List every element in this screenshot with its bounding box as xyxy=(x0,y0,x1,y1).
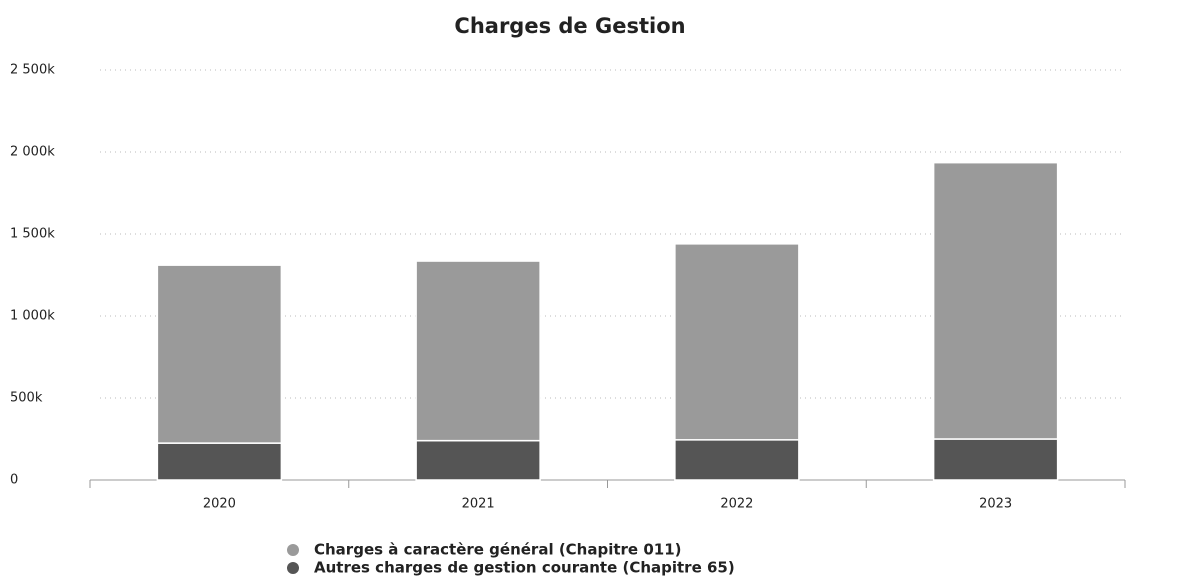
x-tick-label: 2020 xyxy=(203,497,236,512)
bar-segment xyxy=(415,260,541,442)
legend-marker xyxy=(287,562,299,574)
legend-marker xyxy=(287,544,299,556)
y-tick-label: 0 xyxy=(10,473,18,488)
x-tick-label: 2021 xyxy=(462,497,495,512)
legend-label: Charges à caractère général (Chapitre 01… xyxy=(314,541,682,559)
bar-segment xyxy=(156,442,283,481)
y-tick-label: 2 500k xyxy=(10,63,55,78)
y-tick-label: 2 000k xyxy=(10,145,55,160)
bar-segment xyxy=(932,161,1059,440)
legend-label: Autres charges de gestion courante (Chap… xyxy=(314,559,735,577)
y-tick-label: 1 000k xyxy=(10,309,55,324)
bar-segment xyxy=(674,439,800,481)
chart-title: Charges de Gestion xyxy=(454,14,685,38)
bar-segment xyxy=(156,264,283,444)
y-tick-label: 1 500k xyxy=(10,227,55,242)
y-tick-label: 500k xyxy=(10,391,43,406)
bar-segment xyxy=(932,438,1059,481)
bar-segment xyxy=(674,243,800,441)
bar-segment xyxy=(415,439,541,481)
x-tick-label: 2022 xyxy=(720,497,753,512)
x-tick-label: 2023 xyxy=(979,497,1012,512)
